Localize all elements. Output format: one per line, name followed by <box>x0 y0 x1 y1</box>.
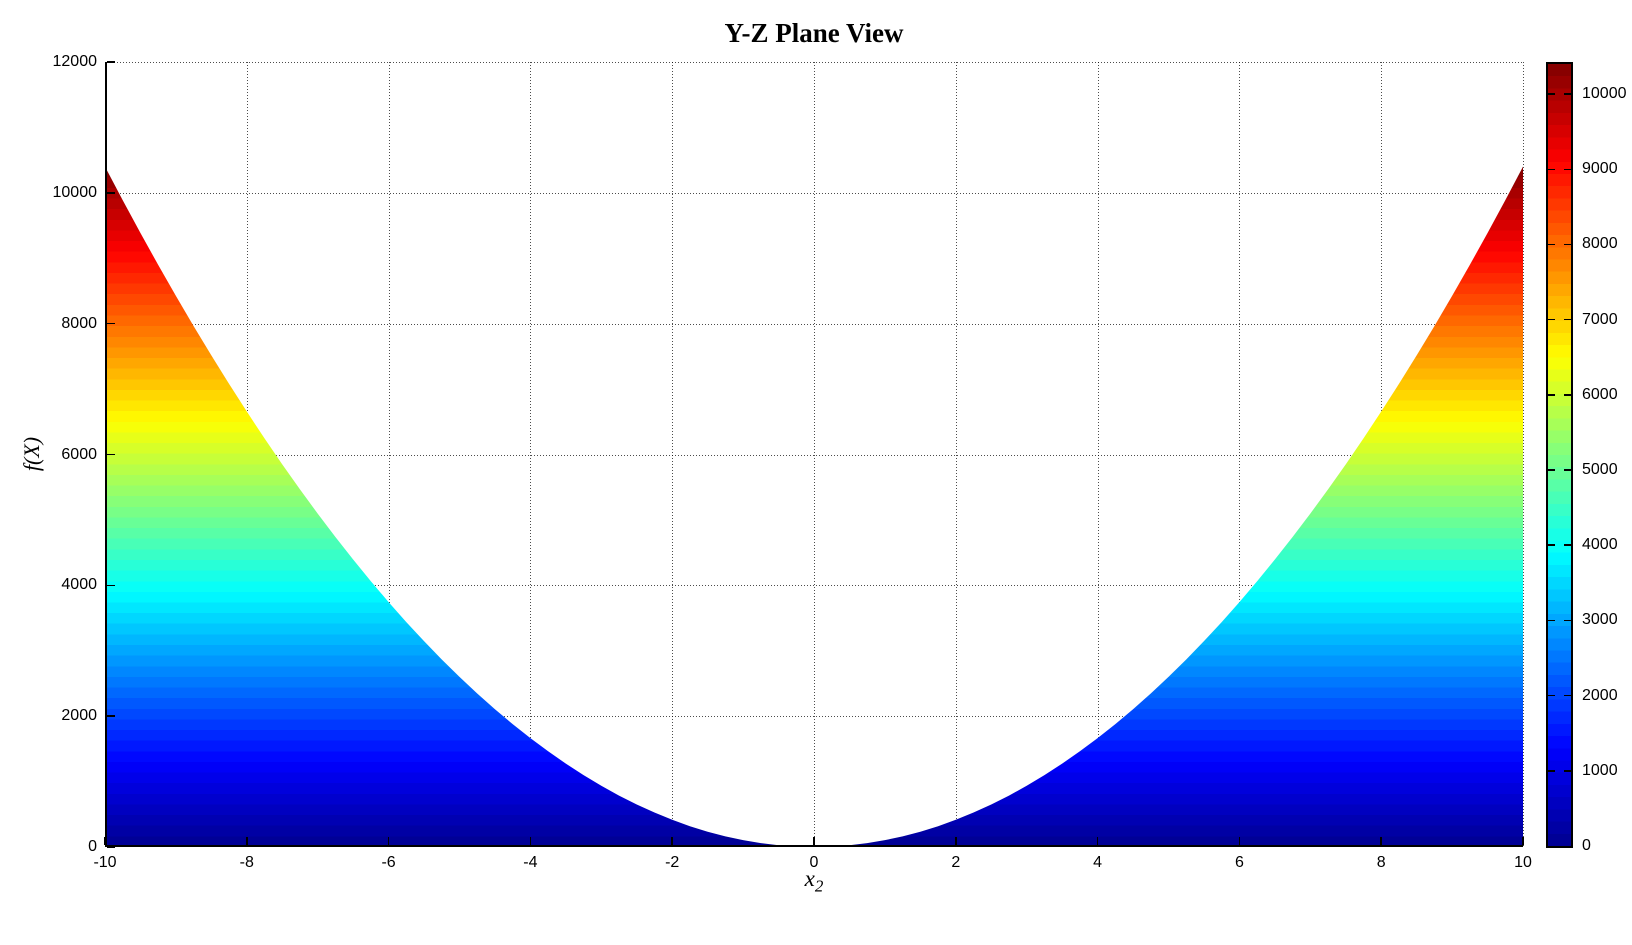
gridline-y-6000 <box>105 454 1523 456</box>
colorbar-tick-8000 <box>1548 243 1555 246</box>
y-tick-label-4000: 4000 <box>61 576 97 594</box>
x-axis-label: x2 <box>105 866 1523 897</box>
colorbar-tick-1000 <box>1564 770 1571 772</box>
colorbar-tick-label-6000: 6000 <box>1582 385 1618 403</box>
plot-area: -10 -8 -6 -4 -2 0 2 4 6 8 10 0 2000 4000 6000 8000 10000… <box>53 53 1532 871</box>
x-tick-label-2: 2 <box>951 854 961 871</box>
colorbar-tick-10000 <box>1548 93 1555 95</box>
y-tick-label-6000: 6000 <box>61 445 97 463</box>
colorbar-tick-label-0: 0 <box>1582 837 1591 854</box>
y-tick-label-0: 0 <box>88 838 97 855</box>
x-tick-label--6: -6 <box>381 854 396 871</box>
y-tick-label-2000: 2000 <box>61 707 97 725</box>
colorbar-tick-label-5000: 5000 <box>1582 461 1618 479</box>
x-tick-label--2: -2 <box>665 854 680 871</box>
colorbar-tick-label-9000: 9000 <box>1582 160 1618 178</box>
x-tick--4 <box>529 837 532 845</box>
x-tick-label-10: 10 <box>1514 854 1532 871</box>
gridline-x-10 <box>1523 62 1524 847</box>
colorbar-tick-4000 <box>1548 544 1555 546</box>
y-tick-8000 <box>107 322 115 325</box>
colorbar-tick-6000 <box>1548 394 1555 396</box>
colorbar-tick-label-8000: 8000 <box>1582 235 1618 253</box>
x-tick-label-6: 6 <box>1234 854 1244 871</box>
colorbar-tick-3000 <box>1548 619 1555 622</box>
colorbar-tick-label-4000: 4000 <box>1582 536 1618 554</box>
x-tick-2 <box>955 837 957 845</box>
colorbar-tick-2000 <box>1548 694 1555 697</box>
x-tick--6 <box>387 837 390 845</box>
colorbar-tick-10000 <box>1564 93 1571 95</box>
colorbar-tick-6000 <box>1564 394 1571 396</box>
colorbar-tick-4000 <box>1564 544 1571 546</box>
colorbar-tick-7000 <box>1564 318 1571 321</box>
x-axis-line <box>105 845 1523 847</box>
colorbar-tick-label-2000: 2000 <box>1582 686 1618 704</box>
colorbar-tick-7000 <box>1548 318 1555 321</box>
colorbar-tick-2000 <box>1564 694 1571 697</box>
colorbar-tick-label-7000: 7000 <box>1582 310 1618 328</box>
y-tick-label-12000: 12000 <box>52 53 98 70</box>
y-tick-label-8000: 8000 <box>61 314 97 332</box>
x-tick--2 <box>671 837 673 845</box>
x-tick-label-4: 4 <box>1093 854 1103 871</box>
colorbar-tick-5000 <box>1564 469 1571 471</box>
x-tick-label--10: -10 <box>93 854 117 871</box>
y-axis-line <box>105 62 107 847</box>
y-tick-label-10000: 10000 <box>52 183 98 201</box>
x-tick-label-0: 0 <box>809 854 819 871</box>
colorbar-tick-label-1000: 1000 <box>1582 761 1618 779</box>
gridline-y-2000 <box>105 716 1523 718</box>
colorbar-tick-label-10000: 10000 <box>1582 85 1627 103</box>
gridline-y-12000 <box>105 62 1523 63</box>
x-tick-label-8: 8 <box>1376 854 1386 871</box>
y-tick-10000 <box>107 192 115 194</box>
y-tick-0 <box>107 846 115 848</box>
colorbar-tick-9000 <box>1548 168 1555 171</box>
gridline-y-8000 <box>105 323 1523 325</box>
colorbar: 0 1000 2000 3000 4000 5000 6000 7000 8000 9000 100… <box>1546 62 1627 854</box>
colorbar-tick-1000 <box>1548 770 1555 772</box>
x-tick-label--4: -4 <box>523 854 538 871</box>
x-tick-6 <box>1238 837 1241 845</box>
x-tick--8 <box>246 837 248 845</box>
x-tick--10 <box>104 837 106 845</box>
y-axis-label: f(X) <box>19 436 44 472</box>
colorbar-tick-9000 <box>1564 168 1571 171</box>
y-tick-12000 <box>107 61 115 63</box>
y-tick-2000 <box>107 715 115 717</box>
x-tick-0 <box>813 837 815 845</box>
gridline-y-4000 <box>105 585 1523 587</box>
colorbar-tick-label-3000: 3000 <box>1582 611 1618 629</box>
colorbar-tick-8000 <box>1564 243 1571 246</box>
x-tick-label--8: -8 <box>239 854 254 871</box>
gridline-y-10000 <box>105 192 1523 194</box>
plot-title: Y-Z Plane View <box>724 18 904 48</box>
x-tick-10 <box>1522 837 1524 845</box>
colorbar-tick-3000 <box>1564 619 1571 622</box>
x-tick-4 <box>1096 837 1099 845</box>
x-axis-label-subscript: 2 <box>814 876 824 896</box>
y-tick-6000 <box>107 453 115 456</box>
y-tick-4000 <box>107 584 115 587</box>
x-axis-label-base: x <box>804 866 815 891</box>
colorbar-tick-5000 <box>1548 469 1555 471</box>
x-tick-8 <box>1380 837 1382 845</box>
